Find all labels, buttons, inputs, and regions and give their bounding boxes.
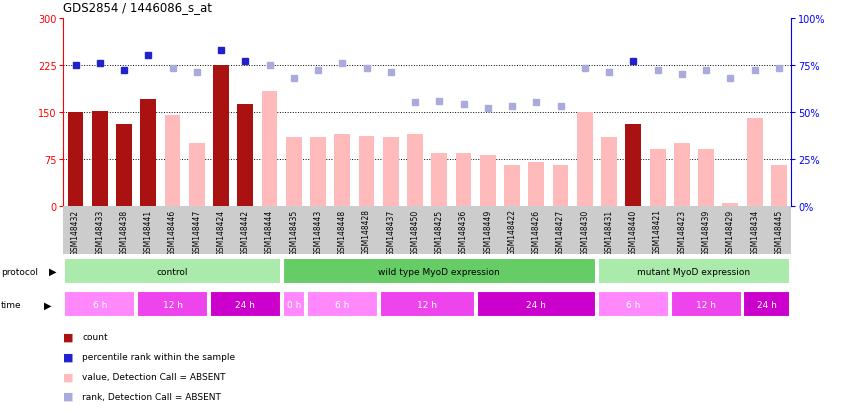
Text: GSM148423: GSM148423: [678, 209, 686, 255]
Bar: [286, 138, 302, 206]
Text: ■: ■: [63, 351, 74, 361]
Text: ▶: ▶: [44, 299, 52, 310]
Text: GSM148430: GSM148430: [580, 209, 590, 255]
Text: count: count: [82, 332, 107, 341]
Text: 6 h: 6 h: [626, 300, 640, 309]
Bar: [380, 292, 475, 318]
Text: 24 h: 24 h: [526, 300, 547, 309]
Text: GSM148425: GSM148425: [435, 209, 444, 255]
Text: GSM148438: GSM148438: [119, 209, 129, 255]
Bar: [650, 150, 666, 206]
Text: GSM148444: GSM148444: [265, 209, 274, 255]
Text: rank, Detection Call = ABSENT: rank, Detection Call = ABSENT: [82, 392, 221, 401]
Bar: [137, 292, 208, 318]
Bar: [359, 136, 375, 206]
Bar: [552, 166, 569, 206]
Bar: [64, 292, 135, 318]
Bar: [625, 125, 641, 206]
Bar: [744, 292, 790, 318]
Text: GSM148422: GSM148422: [508, 209, 517, 255]
Bar: [238, 104, 253, 206]
Text: protocol: protocol: [1, 267, 38, 276]
Text: 24 h: 24 h: [235, 300, 255, 309]
Bar: [431, 153, 448, 206]
Text: GSM148429: GSM148429: [726, 209, 735, 255]
Text: ▶: ▶: [49, 266, 57, 277]
Text: GSM148450: GSM148450: [410, 209, 420, 255]
Text: value, Detection Call = ABSENT: value, Detection Call = ABSENT: [82, 372, 226, 381]
Text: GSM148448: GSM148448: [338, 209, 347, 255]
Text: GSM148433: GSM148433: [96, 209, 104, 255]
Bar: [598, 259, 790, 285]
Bar: [602, 138, 617, 206]
Bar: [68, 113, 84, 206]
Bar: [476, 292, 596, 318]
Text: 0 h: 0 h: [287, 300, 301, 309]
Bar: [383, 138, 398, 206]
Bar: [334, 135, 350, 206]
Bar: [283, 292, 305, 318]
Text: 6 h: 6 h: [335, 300, 349, 309]
Bar: [407, 135, 423, 206]
Bar: [771, 166, 787, 206]
Text: wild type MyoD expression: wild type MyoD expression: [378, 267, 500, 276]
Text: GSM148432: GSM148432: [71, 209, 80, 255]
Bar: [307, 292, 378, 318]
Text: control: control: [157, 267, 189, 276]
Text: 12 h: 12 h: [417, 300, 437, 309]
Bar: [261, 92, 277, 206]
Text: GSM148443: GSM148443: [314, 209, 322, 255]
Text: GSM148436: GSM148436: [459, 209, 468, 255]
Bar: [116, 125, 132, 206]
Text: mutant MyoD expression: mutant MyoD expression: [637, 267, 750, 276]
Text: 12 h: 12 h: [696, 300, 716, 309]
Bar: [92, 111, 107, 206]
Bar: [747, 119, 762, 206]
Text: GSM148424: GSM148424: [217, 209, 226, 255]
Bar: [698, 150, 714, 206]
Bar: [722, 203, 739, 206]
Bar: [529, 163, 544, 206]
Text: GSM148437: GSM148437: [387, 209, 395, 255]
Bar: [504, 166, 520, 206]
Text: GSM148442: GSM148442: [241, 209, 250, 255]
Bar: [165, 116, 180, 206]
Text: percentile rank within the sample: percentile rank within the sample: [82, 352, 235, 361]
Text: GSM148421: GSM148421: [653, 209, 662, 255]
Text: 12 h: 12 h: [162, 300, 183, 309]
Text: GSM148426: GSM148426: [532, 209, 541, 255]
Text: GSM148441: GSM148441: [144, 209, 153, 255]
Text: GDS2854 / 1446086_s_at: GDS2854 / 1446086_s_at: [63, 2, 212, 14]
Text: GSM148440: GSM148440: [629, 209, 638, 255]
Bar: [64, 259, 281, 285]
Bar: [213, 66, 229, 206]
Text: GSM148449: GSM148449: [483, 209, 492, 255]
Text: 24 h: 24 h: [757, 300, 777, 309]
Text: ■: ■: [63, 332, 74, 342]
Bar: [671, 292, 742, 318]
Bar: [456, 153, 471, 206]
Text: GSM148434: GSM148434: [750, 209, 759, 255]
Text: GSM148445: GSM148445: [774, 209, 783, 255]
Bar: [480, 155, 496, 206]
Text: GSM148427: GSM148427: [556, 209, 565, 255]
Bar: [189, 144, 205, 206]
Bar: [674, 144, 689, 206]
Bar: [140, 100, 157, 206]
Text: GSM148431: GSM148431: [605, 209, 613, 255]
Bar: [210, 292, 281, 318]
Text: GSM148446: GSM148446: [168, 209, 177, 255]
Text: GSM148435: GSM148435: [289, 209, 299, 255]
Bar: [310, 138, 326, 206]
Bar: [577, 113, 593, 206]
Text: GSM148439: GSM148439: [701, 209, 711, 255]
Text: GSM148428: GSM148428: [362, 209, 371, 255]
Text: 6 h: 6 h: [93, 300, 107, 309]
Bar: [598, 292, 669, 318]
Bar: [283, 259, 596, 285]
Text: GSM148447: GSM148447: [192, 209, 201, 255]
Text: time: time: [1, 300, 21, 309]
Text: ■: ■: [63, 371, 74, 381]
Text: ■: ■: [63, 391, 74, 401]
